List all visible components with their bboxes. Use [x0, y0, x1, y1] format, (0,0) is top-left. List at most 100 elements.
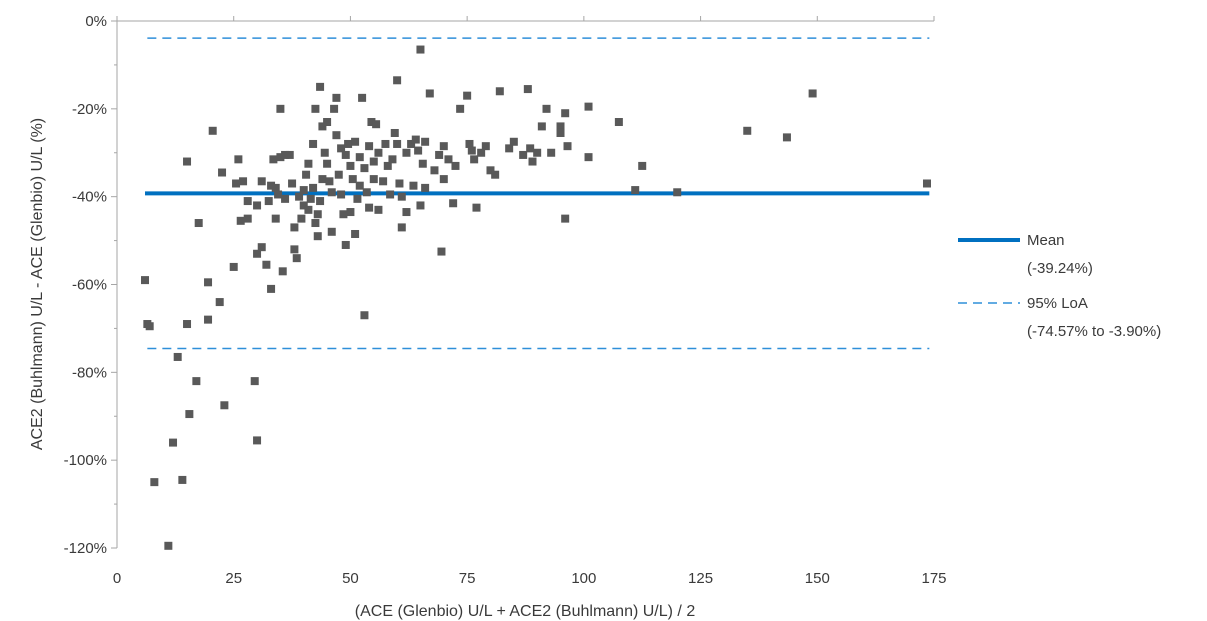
data-point [183, 157, 192, 166]
data-point [416, 201, 425, 210]
data-point [257, 177, 266, 186]
data-point [365, 142, 374, 151]
data-point [232, 179, 241, 188]
data-point [304, 159, 313, 168]
y-tick-label: -100% [64, 452, 107, 469]
data-point [239, 177, 248, 186]
data-point [285, 150, 294, 159]
data-point [281, 150, 290, 159]
data-point [523, 85, 532, 94]
data-point [173, 352, 182, 361]
y-tick-label: -40% [72, 189, 107, 206]
data-point [743, 126, 752, 135]
data-point [486, 166, 495, 175]
data-point [145, 322, 154, 331]
y-tick-label: -80% [72, 364, 107, 381]
data-point [169, 438, 178, 447]
data-point [281, 194, 290, 203]
data-point [449, 199, 458, 208]
data-point [782, 133, 791, 142]
data-point [164, 541, 173, 550]
data-point [584, 153, 593, 162]
legend-loa-label: (-74.57% to -3.90%) [1027, 323, 1161, 340]
legend-mean-label: (-39.24%) [1027, 260, 1093, 277]
data-point [495, 87, 504, 96]
data-point [444, 155, 453, 164]
data-point [271, 214, 280, 223]
data-point [395, 179, 404, 188]
data-point [276, 153, 285, 162]
data-point [323, 159, 332, 168]
y-tick-label: 0% [85, 13, 107, 30]
data-point [204, 278, 213, 287]
x-tick-label: 75 [459, 570, 476, 587]
data-point [262, 260, 271, 269]
data-point [547, 148, 556, 157]
data-point [344, 139, 353, 148]
data-point [365, 203, 374, 212]
legend-mean-name: Mean [1027, 232, 1065, 249]
data-point [463, 91, 472, 100]
data-point [341, 240, 350, 249]
data-point [372, 120, 381, 129]
legend-loa-name: 95% LoA [1027, 295, 1088, 312]
data-point [253, 249, 262, 258]
data-point [638, 161, 647, 170]
data-point [236, 216, 245, 225]
axes: 0% -20% -40% -60% -80% -100% -120% 0 25 50 75 100 12… [64, 13, 947, 587]
data-point [439, 175, 448, 184]
y-tick-label: -120% [64, 540, 107, 557]
reference-lines [145, 37, 930, 350]
x-tick-label: 150 [805, 570, 830, 587]
data-point [274, 190, 283, 199]
data-point [278, 267, 287, 276]
data-point [381, 139, 390, 148]
data-point [327, 188, 336, 197]
data-point [208, 126, 217, 135]
legend: Mean (-39.24%) 95% LoA (-74.57% to -3.90… [958, 232, 1161, 340]
x-tick-label: 100 [571, 570, 596, 587]
data-point [229, 262, 238, 271]
data-point [421, 137, 430, 146]
data-point [383, 161, 392, 170]
x-tick-label: 125 [688, 570, 713, 587]
data-point [295, 192, 304, 201]
data-point [563, 142, 572, 151]
data-points [141, 45, 931, 550]
data-point [271, 183, 280, 192]
data-point [330, 104, 339, 113]
data-point [808, 89, 817, 98]
data-point [183, 320, 192, 329]
data-point [264, 197, 273, 206]
data-point [337, 190, 346, 199]
data-point [323, 118, 332, 127]
x-tick-label: 175 [921, 570, 946, 587]
data-point [318, 122, 327, 131]
data-point [150, 478, 159, 487]
data-point [351, 137, 360, 146]
data-point [309, 139, 318, 148]
data-point [292, 254, 301, 263]
data-point [360, 311, 369, 320]
data-point [313, 232, 322, 241]
data-point [533, 148, 542, 157]
data-point [561, 109, 570, 118]
data-point [374, 205, 383, 214]
y-tick-label: -20% [72, 101, 107, 118]
data-point [192, 377, 201, 386]
y-axis-title: ACE2 (Buhlmann) U/L - ACE (Glenbio) U/L … [29, 118, 46, 450]
data-point [369, 157, 378, 166]
data-point [311, 219, 320, 228]
data-point [437, 247, 446, 256]
data-point [332, 93, 341, 102]
data-point [311, 104, 320, 113]
data-point [528, 157, 537, 166]
data-point [309, 183, 318, 192]
data-point [178, 475, 187, 484]
data-point [369, 175, 378, 184]
data-point [250, 377, 259, 386]
data-point [397, 192, 406, 201]
data-point [358, 93, 367, 102]
data-point [218, 168, 227, 177]
data-point [346, 208, 355, 217]
